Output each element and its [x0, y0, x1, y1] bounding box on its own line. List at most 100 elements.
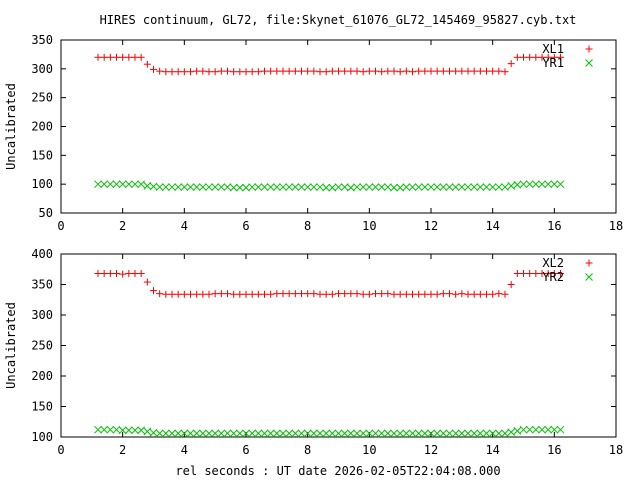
data-point [328, 429, 337, 438]
data-point [334, 183, 343, 191]
data-point [390, 67, 398, 75]
data-point [482, 183, 491, 191]
data-point [420, 429, 429, 438]
data-point [230, 68, 238, 76]
legend-label: YR2 [542, 270, 564, 284]
data-point [94, 53, 102, 61]
data-point [457, 429, 466, 438]
data-point [439, 183, 448, 191]
data-point [341, 290, 349, 298]
data-point [285, 290, 293, 298]
x-tick-label: 4 [181, 219, 188, 233]
data-point [507, 428, 516, 436]
x-tick-label: 14 [485, 443, 499, 457]
data-point [205, 429, 213, 438]
data-point [260, 429, 269, 438]
data-point [193, 290, 201, 298]
data-point [334, 429, 343, 438]
data-point [340, 429, 349, 438]
y-tick-label: 300 [31, 62, 53, 76]
data-point [186, 429, 195, 438]
data-point [106, 53, 114, 61]
data-point [279, 67, 287, 75]
data-point [427, 290, 435, 298]
data-point [322, 429, 331, 438]
data-point [100, 180, 109, 189]
data-point [224, 67, 231, 75]
data-point [94, 180, 102, 189]
data-point [550, 53, 558, 61]
data-point [396, 68, 404, 76]
data-point [446, 67, 453, 75]
data-point [291, 67, 299, 75]
y-tick-label: 300 [31, 308, 53, 322]
data-point [526, 53, 534, 61]
data-point [520, 270, 527, 278]
plot-panel-2: 0 2 4 6 8 10 12 14 16 18 100 150 200 250 300 350 400 Unca… [4, 247, 623, 457]
legend-label: YR1 [542, 56, 564, 70]
data-point [94, 270, 102, 278]
data-point [365, 429, 374, 438]
data-point [390, 183, 398, 192]
x-tick-label: 18 [609, 219, 623, 233]
data-point [322, 68, 330, 76]
y-tick-label: 200 [31, 120, 53, 134]
x-tick-label: 8 [304, 219, 311, 233]
data-point [402, 290, 410, 298]
x-axis-label: rel seconds : UT date 2026-02-05T22:04:0… [175, 464, 500, 478]
data-point [106, 425, 115, 434]
data-point [106, 270, 114, 278]
data-point [525, 180, 534, 189]
data-point [156, 67, 164, 75]
data-point [223, 429, 232, 438]
x-tick-label: 16 [547, 219, 561, 233]
data-point [427, 67, 435, 75]
data-point [328, 183, 337, 192]
data-point [199, 290, 207, 298]
data-point [421, 290, 429, 298]
data-point [304, 67, 312, 75]
series-yr2 [94, 425, 565, 438]
y-tick-label: 250 [31, 91, 53, 105]
data-point [168, 183, 176, 191]
x-tick-label: 0 [57, 219, 64, 233]
data-point [446, 290, 453, 298]
data-point [100, 270, 108, 278]
x-tick-label: 2 [119, 219, 126, 233]
data-point [483, 290, 490, 298]
data-point [199, 67, 207, 75]
x-tick-label: 12 [424, 219, 438, 233]
data-point [261, 290, 268, 298]
data-point [180, 290, 188, 298]
data-point [470, 183, 479, 191]
data-point [519, 425, 528, 434]
data-point [538, 425, 546, 434]
data-point [396, 290, 404, 298]
data-point [217, 67, 225, 75]
data-point [482, 429, 491, 438]
data-point [285, 67, 293, 75]
data-point [538, 180, 546, 189]
data-point [316, 183, 324, 191]
data-point [458, 290, 466, 298]
data-point [229, 183, 238, 192]
data-point [205, 68, 213, 76]
x-tick-label: 0 [57, 443, 64, 457]
data-point [205, 183, 213, 191]
data-point [335, 67, 342, 75]
data-point [254, 429, 263, 438]
data-point [408, 183, 417, 191]
x-tick-label: 6 [242, 219, 249, 233]
data-point [377, 183, 386, 191]
x-tick-label: 10 [362, 219, 376, 233]
data-point [125, 53, 133, 61]
data-point [402, 67, 410, 75]
data-point [143, 182, 152, 190]
data-point [248, 183, 257, 191]
data-point [433, 67, 441, 75]
data-point [359, 429, 368, 438]
data-point [457, 183, 466, 191]
data-point [371, 429, 380, 438]
data-point [409, 68, 416, 76]
